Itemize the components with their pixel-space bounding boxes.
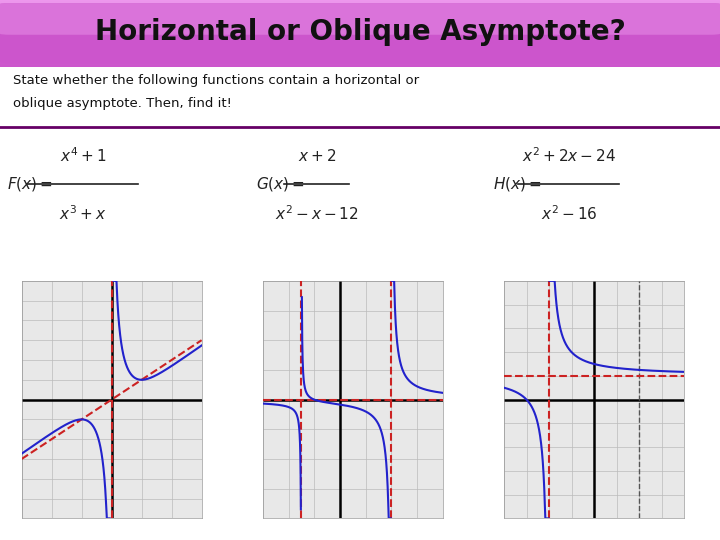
Text: Horizontal or Oblique Asymptote?: Horizontal or Oblique Asymptote? <box>94 18 626 46</box>
FancyBboxPatch shape <box>0 3 720 63</box>
Text: $G(x)=$: $G(x)=$ <box>256 175 305 193</box>
Text: $x+2$: $x+2$ <box>297 147 336 164</box>
Text: $H(x)=$: $H(x)=$ <box>493 175 541 193</box>
Text: $x^4+1$: $x^4+1$ <box>60 146 106 165</box>
Text: $x^2-16$: $x^2-16$ <box>541 205 597 223</box>
Text: oblique asymptote. Then, find it!: oblique asymptote. Then, find it! <box>13 97 232 110</box>
Text: $x^3+x$: $x^3+x$ <box>59 205 107 223</box>
Text: $F(x)=$: $F(x)=$ <box>7 175 53 193</box>
FancyBboxPatch shape <box>0 3 720 35</box>
Text: $x^2-x-12$: $x^2-x-12$ <box>275 205 359 223</box>
Text: $x^2+2x-24$: $x^2+2x-24$ <box>522 146 616 165</box>
Text: State whether the following functions contain a horizontal or: State whether the following functions co… <box>13 73 419 87</box>
